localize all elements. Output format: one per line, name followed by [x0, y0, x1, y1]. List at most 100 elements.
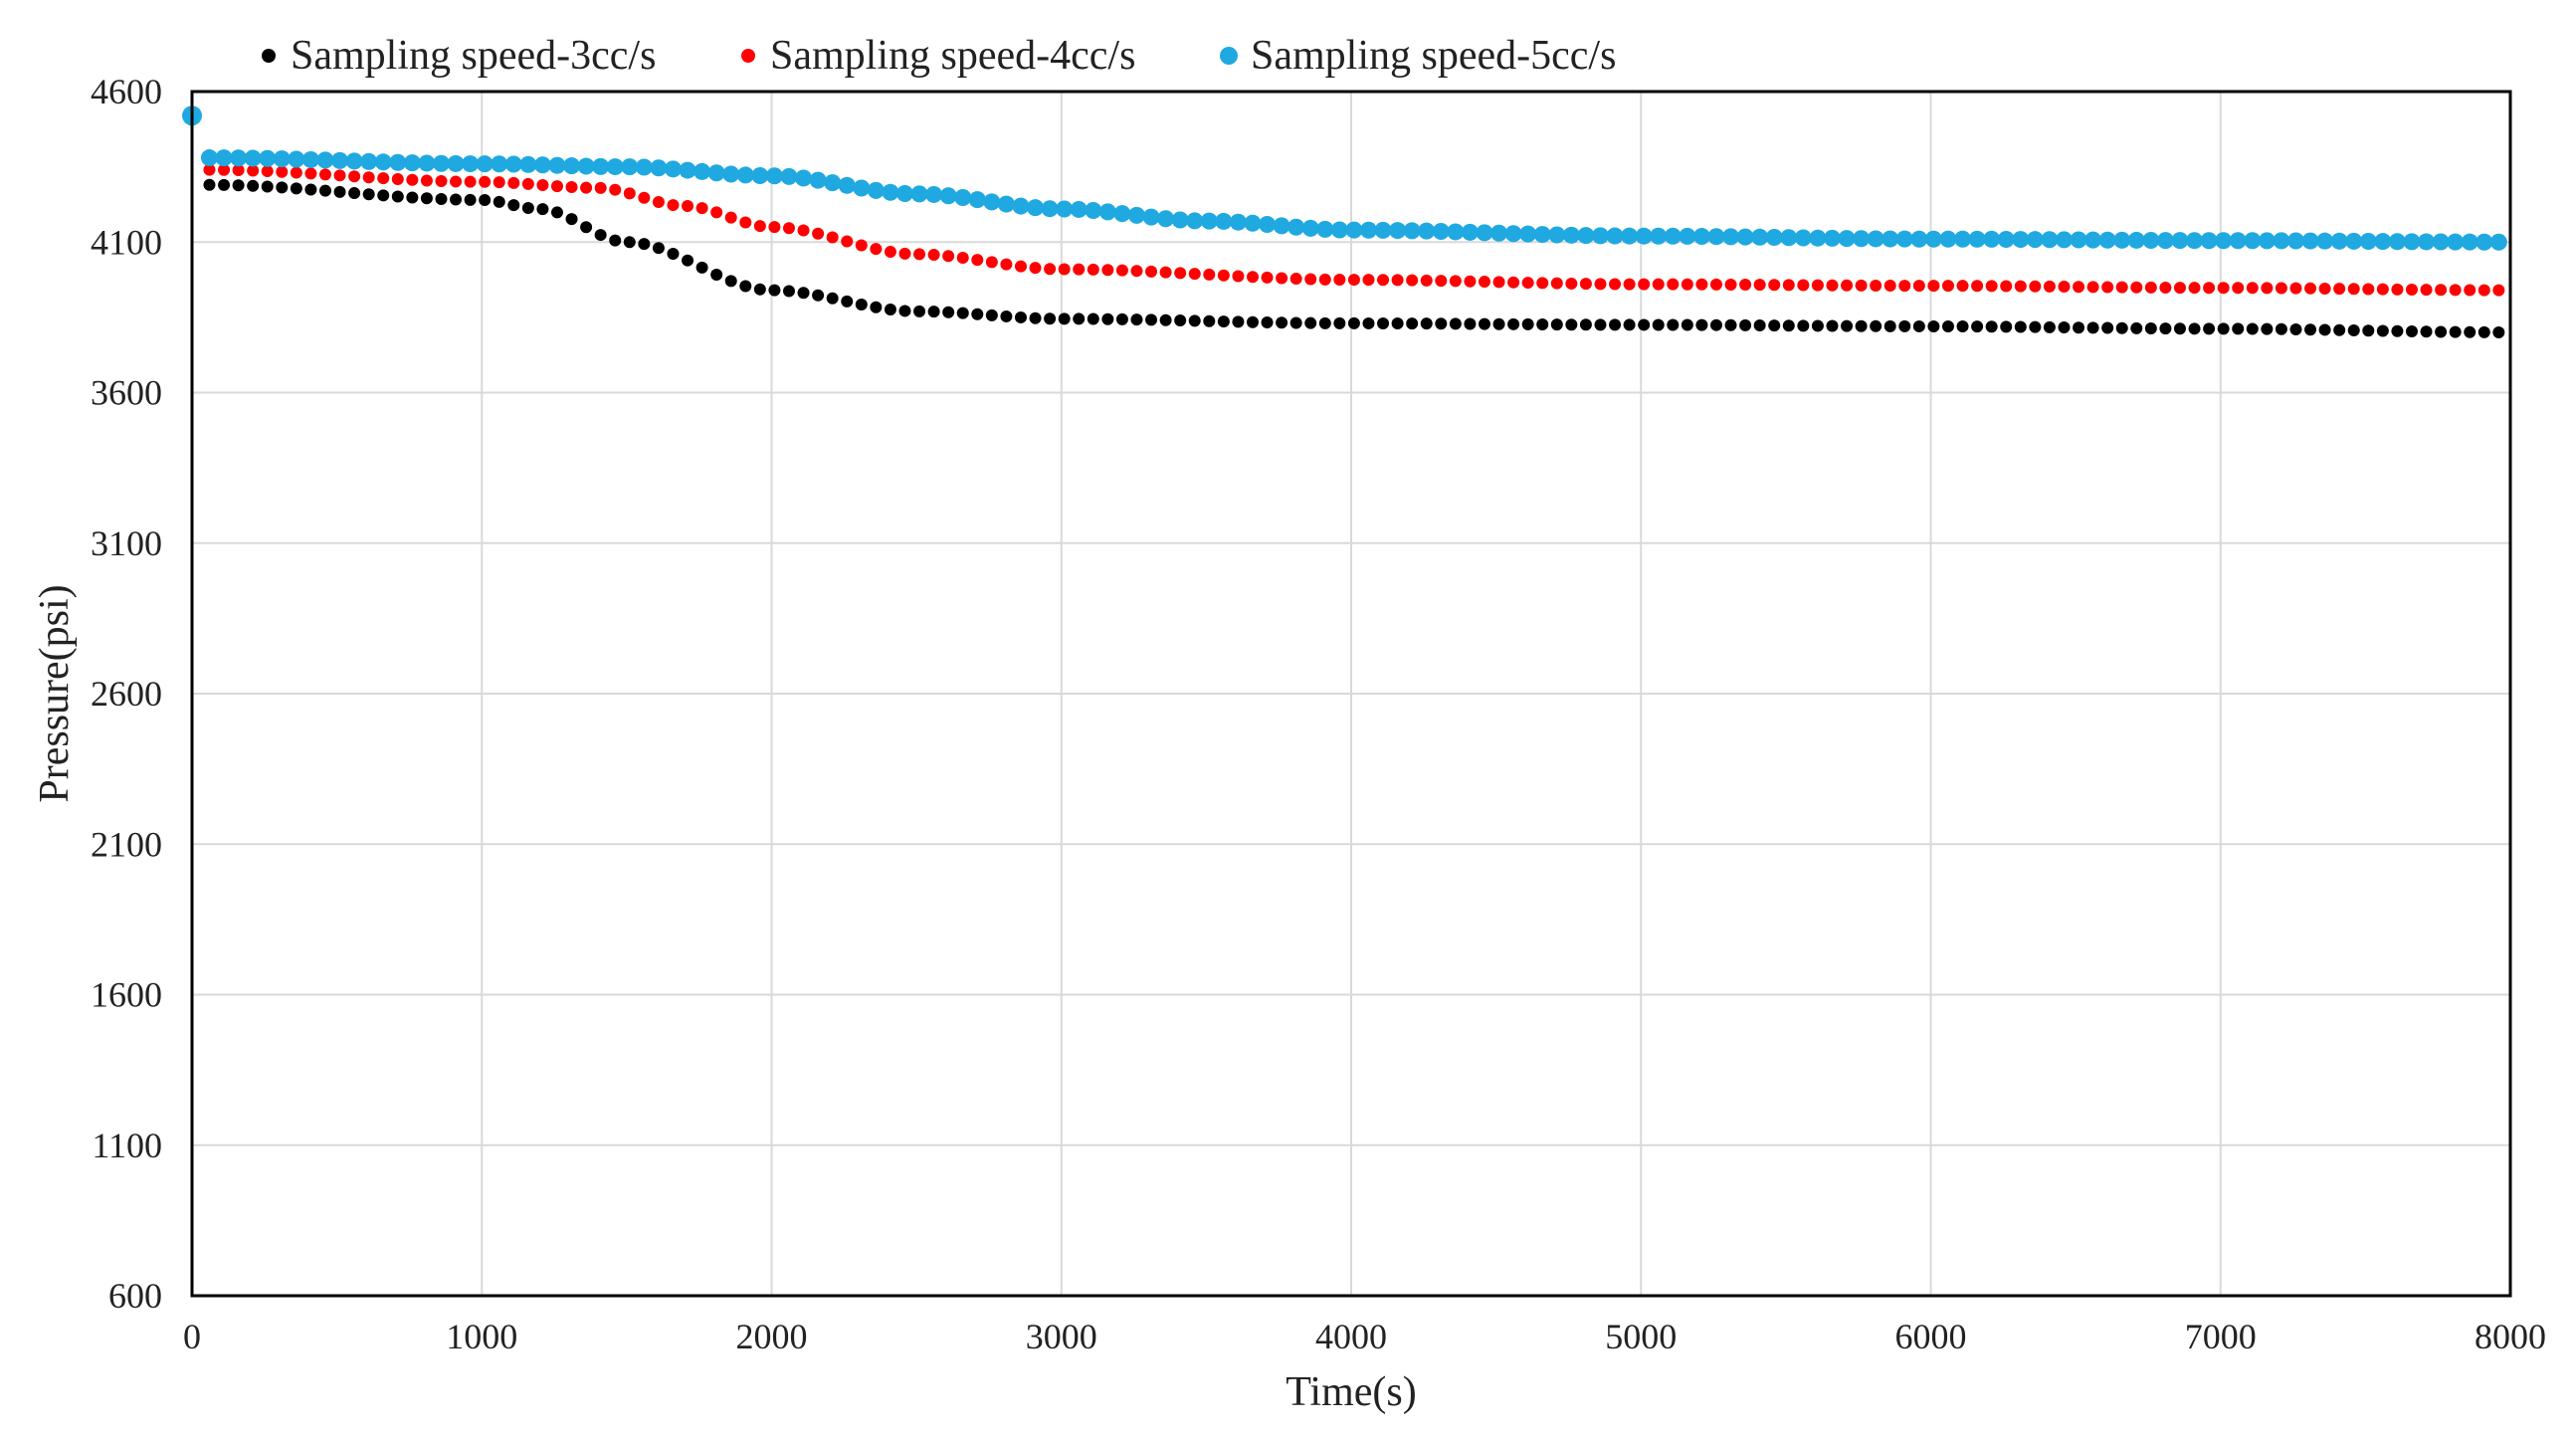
data-point — [682, 200, 694, 213]
y-tick-label: 600 — [108, 1276, 162, 1316]
data-point — [1115, 264, 1128, 277]
data-point — [968, 191, 986, 209]
data-point — [2420, 284, 2433, 297]
data-point — [1359, 221, 1377, 239]
data-point — [927, 306, 940, 318]
data-point — [533, 156, 551, 174]
data-point — [304, 183, 317, 196]
data-point — [1070, 200, 1088, 218]
data-point — [753, 283, 766, 296]
data-point — [1753, 279, 1766, 292]
data-point — [1027, 199, 1045, 217]
data-point — [1261, 316, 1274, 329]
data-point — [1130, 265, 1143, 278]
data-point — [623, 187, 636, 200]
data-point — [1971, 320, 1984, 333]
data-point — [389, 153, 407, 171]
data-point — [2246, 282, 2259, 295]
data-point — [1098, 203, 1116, 221]
grid-lines — [192, 92, 2510, 1296]
data-point — [2244, 232, 2262, 250]
legend-marker — [1220, 47, 1238, 65]
data-point — [1391, 274, 1404, 287]
data-point — [1650, 227, 1668, 245]
data-point — [333, 185, 346, 198]
data-point — [493, 176, 505, 189]
data-point — [667, 199, 680, 212]
data-point — [812, 227, 825, 240]
data-point — [1780, 229, 1798, 247]
data-point — [432, 154, 450, 172]
data-point — [1638, 278, 1651, 291]
data-point — [2058, 321, 2071, 334]
data-point — [2476, 233, 2493, 251]
legend-marker — [741, 49, 755, 63]
data-point — [1188, 268, 1201, 281]
data-point — [724, 211, 737, 224]
data-point — [2115, 281, 2128, 294]
data-point — [1145, 265, 1158, 278]
data-point — [580, 181, 593, 194]
data-point — [1273, 217, 1290, 235]
data-point — [2388, 233, 2406, 251]
data-point — [1709, 318, 1722, 331]
data-point — [1664, 227, 1682, 245]
data-point — [2333, 283, 2346, 296]
data-point — [2246, 322, 2259, 335]
data-point — [710, 268, 723, 281]
data-point — [418, 154, 436, 172]
data-point — [2000, 320, 2013, 333]
data-point — [724, 275, 737, 288]
data-point — [519, 155, 537, 173]
data-point — [927, 248, 940, 261]
data-point — [1085, 201, 1102, 219]
data-point — [1609, 278, 1622, 291]
data-point — [1157, 210, 1175, 228]
y-tick-label: 2100 — [91, 824, 162, 864]
x-tick-label: 1000 — [446, 1317, 517, 1356]
data-point — [1159, 266, 1172, 279]
data-point — [1883, 319, 1896, 332]
data-point — [1782, 319, 1795, 332]
data-point — [1087, 263, 1099, 276]
data-point — [476, 155, 494, 173]
y-tick-label: 4600 — [91, 72, 162, 111]
data-point — [1579, 318, 1592, 331]
data-point — [1029, 311, 1042, 324]
data-point — [1435, 275, 1448, 288]
data-point — [232, 179, 245, 192]
data-point — [1753, 318, 1766, 331]
data-point — [1927, 280, 1940, 293]
data-point — [1159, 313, 1172, 326]
data-point — [1449, 317, 1462, 330]
data-point — [594, 181, 607, 194]
data-point — [753, 220, 766, 233]
data-point — [374, 153, 392, 171]
data-point — [2304, 282, 2317, 295]
data-point — [450, 175, 463, 188]
data-point — [2258, 232, 2276, 250]
data-point — [1765, 229, 1783, 247]
data-point — [1101, 312, 1114, 325]
data-point — [2492, 325, 2505, 338]
data-point — [2073, 281, 2085, 294]
data-point — [536, 203, 549, 216]
data-point — [348, 170, 361, 183]
series-2 — [203, 163, 2505, 297]
data-point — [447, 154, 465, 172]
data-point — [2173, 282, 2186, 295]
data-point — [1695, 278, 1708, 291]
data-point — [1391, 317, 1404, 330]
data-point — [2173, 322, 2186, 335]
data-point — [1478, 276, 1490, 289]
data-point — [1217, 315, 1230, 328]
data-point — [1609, 318, 1622, 331]
data-point — [521, 202, 534, 215]
data-point — [1985, 280, 1998, 293]
data-point — [2144, 281, 2157, 294]
data-point — [301, 150, 319, 168]
data-point — [2345, 232, 2363, 250]
data-point — [1898, 280, 1911, 293]
data-point — [1811, 279, 1824, 292]
data-point — [2200, 232, 2218, 250]
